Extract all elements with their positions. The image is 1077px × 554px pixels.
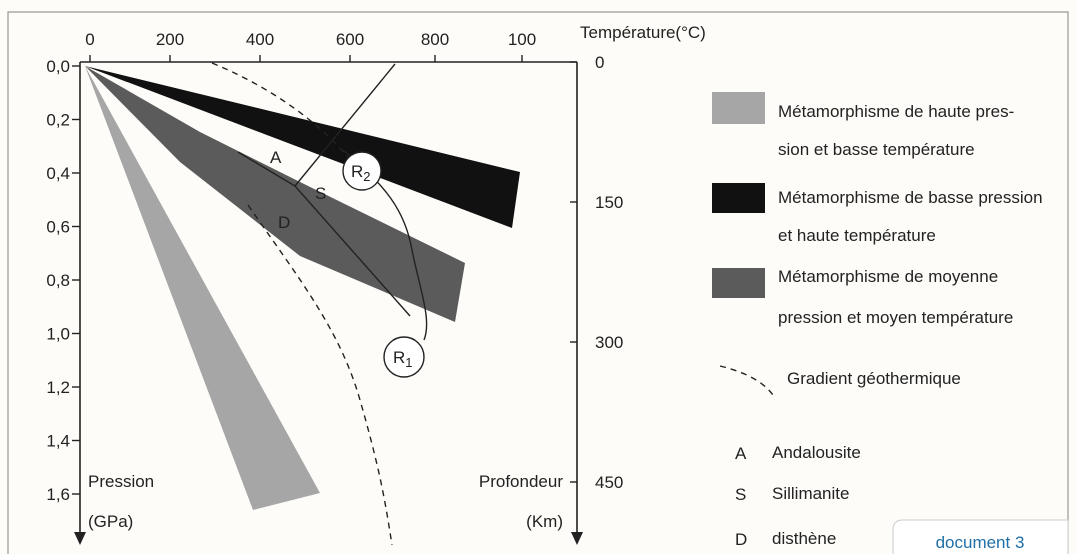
legend-text: pression et moyen température (778, 308, 1013, 327)
right-tick-label: 0 (595, 53, 604, 72)
left-tick-label: 0,8 (46, 271, 70, 290)
reaction-label: R1 (393, 348, 413, 370)
left-axis-label: Pression (88, 472, 154, 491)
top-ticks: 0 200 400 600 800 100 (85, 30, 536, 62)
geotherm (211, 62, 351, 161)
top-tick-label: 100 (508, 30, 536, 49)
reaction-letter: R (351, 162, 363, 181)
phase-boundary (237, 63, 411, 317)
band-high-pressure (85, 66, 320, 510)
left-tick-label: 1,0 (46, 325, 70, 344)
mineral-name: Sillimanite (772, 484, 849, 503)
reaction-circle (342, 151, 382, 191)
footer: document 3 (936, 533, 1025, 552)
legend-text: Métamorphisme de haute pres- (778, 102, 1014, 121)
reaction-index: 1 (405, 355, 412, 370)
legend-swatch (712, 92, 765, 124)
left-tick-label: 0,4 (46, 164, 70, 183)
axis-arrow (74, 532, 86, 545)
band-medium-pressure (85, 66, 465, 322)
legend-swatch (712, 268, 765, 298)
mineral-name: disthène (772, 529, 836, 548)
legend-text: Métamorphisme de moyenne (778, 267, 998, 286)
axis-line (79, 61, 578, 532)
top-tick-label: 0 (85, 30, 94, 49)
right-tick-label: 150 (595, 193, 623, 212)
region-label: A (270, 148, 282, 167)
legend-text: sion et basse température (778, 140, 975, 159)
axis-arrow (571, 532, 583, 545)
legend-swatch (712, 183, 765, 213)
reaction-index: 2 (363, 169, 370, 184)
legend-text: Métamorphisme de basse pression (778, 188, 1043, 207)
footer-box (892, 519, 1069, 554)
right-tick-label: 450 (595, 473, 623, 492)
frame (7, 11, 1069, 554)
region-label: D (278, 213, 290, 232)
top-tick-label: 600 (336, 30, 364, 49)
mineral-symbol: S (735, 485, 746, 504)
top-tick-label: 400 (246, 30, 274, 49)
right-tick-label: 300 (595, 333, 623, 352)
legend-text: Gradient géothermique (787, 369, 961, 388)
left-tick-label: 1,4 (46, 432, 70, 451)
left-tick-label: 1,6 (46, 485, 70, 504)
legend-dash (719, 365, 776, 399)
left-ticks: 0,0 0,2 0,4 0,6 0,8 1,0 1,2 1,4 1,6 (46, 57, 80, 504)
right-axis-unit: (Km) (526, 512, 563, 531)
region-label: S (315, 184, 326, 203)
reaction-letter: R (393, 348, 405, 367)
left-tick-label: 0,2 (46, 111, 70, 130)
mineral-symbol: A (735, 444, 747, 463)
mineral-name: Andalousite (772, 443, 861, 462)
top-tick-label: 200 (156, 30, 184, 49)
band-low-pressure (85, 66, 520, 228)
top-tick-label: 800 (421, 30, 449, 49)
right-axis-label: Profondeur (479, 472, 563, 491)
right-ticks: 0 150 300 450 (570, 53, 623, 492)
left-tick-label: 0,6 (46, 218, 70, 237)
left-tick-label: 0,0 (46, 57, 70, 76)
reaction-label: R2 (351, 162, 371, 184)
reaction-circle (383, 336, 425, 378)
mineral-symbol: D (735, 530, 747, 549)
top-axis-label: Température(°C) (580, 23, 706, 42)
left-tick-label: 1,2 (46, 378, 70, 397)
left-axis-unit: (GPa) (88, 512, 133, 531)
geotherm (247, 204, 393, 546)
legend-text: et haute température (778, 226, 936, 245)
